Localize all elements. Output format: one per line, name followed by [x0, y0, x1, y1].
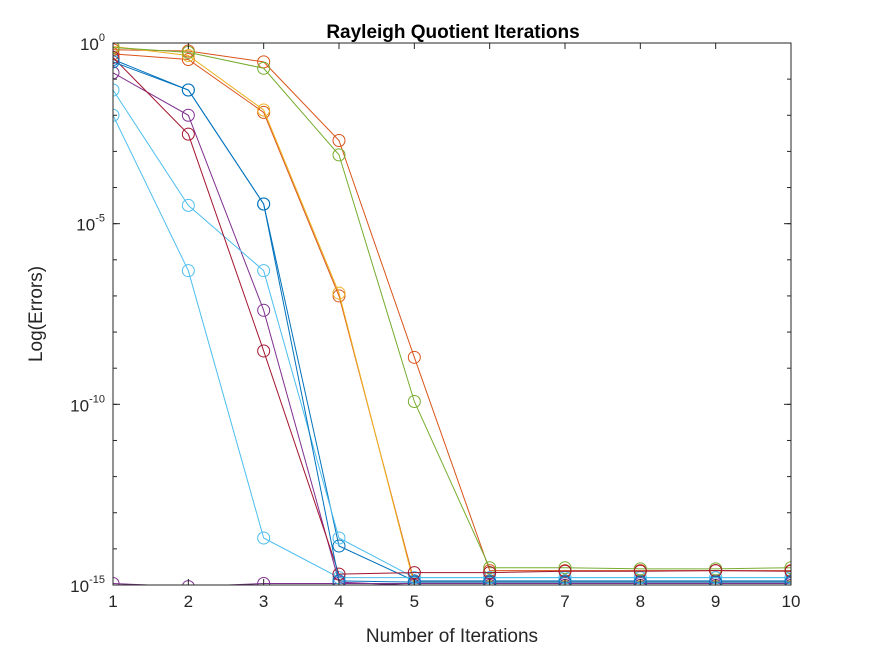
data-point-marker — [257, 344, 271, 358]
data-point-marker — [257, 303, 271, 317]
series-11 — [113, 55, 791, 585]
data-point-marker — [332, 148, 346, 162]
x-tick-label: 3 — [259, 592, 268, 611]
data-point-marker — [407, 350, 421, 364]
data-point-marker — [332, 574, 346, 585]
data-point-marker — [257, 197, 271, 211]
data-point-marker — [181, 49, 195, 63]
data-point-marker — [784, 575, 791, 585]
data-point-marker — [257, 264, 271, 278]
data-point-marker — [332, 531, 346, 545]
data-point-marker — [407, 566, 421, 580]
x-axis-label: Number of Iterations — [366, 626, 538, 647]
series-layer — [113, 43, 791, 585]
data-point-marker — [633, 575, 647, 585]
data-point-marker — [257, 103, 271, 117]
plot-area-frame — [112, 42, 792, 586]
series-line — [113, 72, 791, 585]
series-8 — [113, 83, 791, 585]
data-point-marker — [181, 108, 195, 122]
series-1 — [113, 52, 791, 585]
data-point-marker — [113, 43, 120, 55]
y-tick-label: 10-15 — [70, 574, 105, 596]
data-point-marker — [633, 564, 647, 578]
y-axis: 100 10-5 10-10 10-15 — [70, 32, 791, 596]
data-point-marker — [332, 134, 346, 148]
series-2 — [113, 47, 791, 585]
series-line — [113, 89, 791, 579]
data-point-marker — [332, 286, 346, 300]
series-line — [113, 61, 791, 583]
data-point-marker — [407, 394, 421, 408]
data-point-marker — [483, 561, 497, 575]
data-point-marker — [257, 61, 271, 75]
y-tick-label: 10-10 — [70, 393, 105, 415]
x-tick-label: 1 — [108, 592, 117, 611]
data-point-marker — [257, 531, 271, 545]
data-point-marker — [407, 575, 421, 585]
data-point-marker — [784, 564, 791, 578]
series-line — [113, 49, 791, 572]
series-9 — [113, 108, 791, 585]
x-tick-label: 6 — [485, 592, 494, 611]
data-point-marker — [332, 539, 346, 553]
data-point-marker — [784, 561, 791, 575]
data-point-marker — [558, 564, 572, 578]
data-point-marker — [113, 55, 120, 69]
x-tick-label: 10 — [782, 592, 801, 611]
y-axis-label: Log(Errors) — [26, 266, 47, 362]
series-line — [113, 583, 791, 585]
data-point-marker — [332, 289, 346, 303]
series-line — [113, 46, 438, 585]
series-line — [113, 59, 791, 582]
data-point-marker — [709, 575, 723, 585]
data-point-marker — [113, 83, 120, 97]
x-tick-label: 5 — [410, 592, 419, 611]
chart-title: Rayleigh Quotient Iterations — [326, 22, 579, 43]
data-point-marker — [181, 264, 195, 278]
x-tick-label: 9 — [711, 592, 720, 611]
data-point-marker — [558, 561, 572, 575]
series-5 — [113, 66, 791, 585]
data-point-marker — [113, 50, 120, 64]
y-tick-label: 10-5 — [76, 213, 105, 235]
x-tick-label: 2 — [184, 592, 193, 611]
data-point-marker — [257, 577, 271, 585]
data-point-marker — [558, 575, 572, 585]
x-axis: 1 2 3 4 5 6 7 8 9 10 — [108, 43, 800, 611]
data-point-marker — [181, 83, 195, 97]
series-line — [113, 47, 791, 570]
data-point-marker — [784, 571, 791, 585]
data-point-marker — [113, 577, 120, 585]
series-10 — [113, 50, 791, 581]
data-point-marker — [483, 566, 497, 580]
x-tick-label: 4 — [334, 592, 343, 611]
data-point-marker — [181, 198, 195, 212]
series-line — [113, 115, 791, 579]
data-point-marker — [113, 47, 120, 61]
data-point-marker — [113, 66, 120, 80]
x-tick-label: 7 — [560, 592, 569, 611]
data-point-marker — [113, 108, 120, 122]
series-line — [113, 57, 791, 575]
data-point-marker — [483, 575, 497, 585]
series-7 — [113, 43, 791, 576]
y-tick-label: 100 — [80, 32, 105, 54]
x-tick-label: 8 — [636, 592, 645, 611]
data-point-marker — [181, 127, 195, 141]
series-line — [113, 53, 791, 583]
